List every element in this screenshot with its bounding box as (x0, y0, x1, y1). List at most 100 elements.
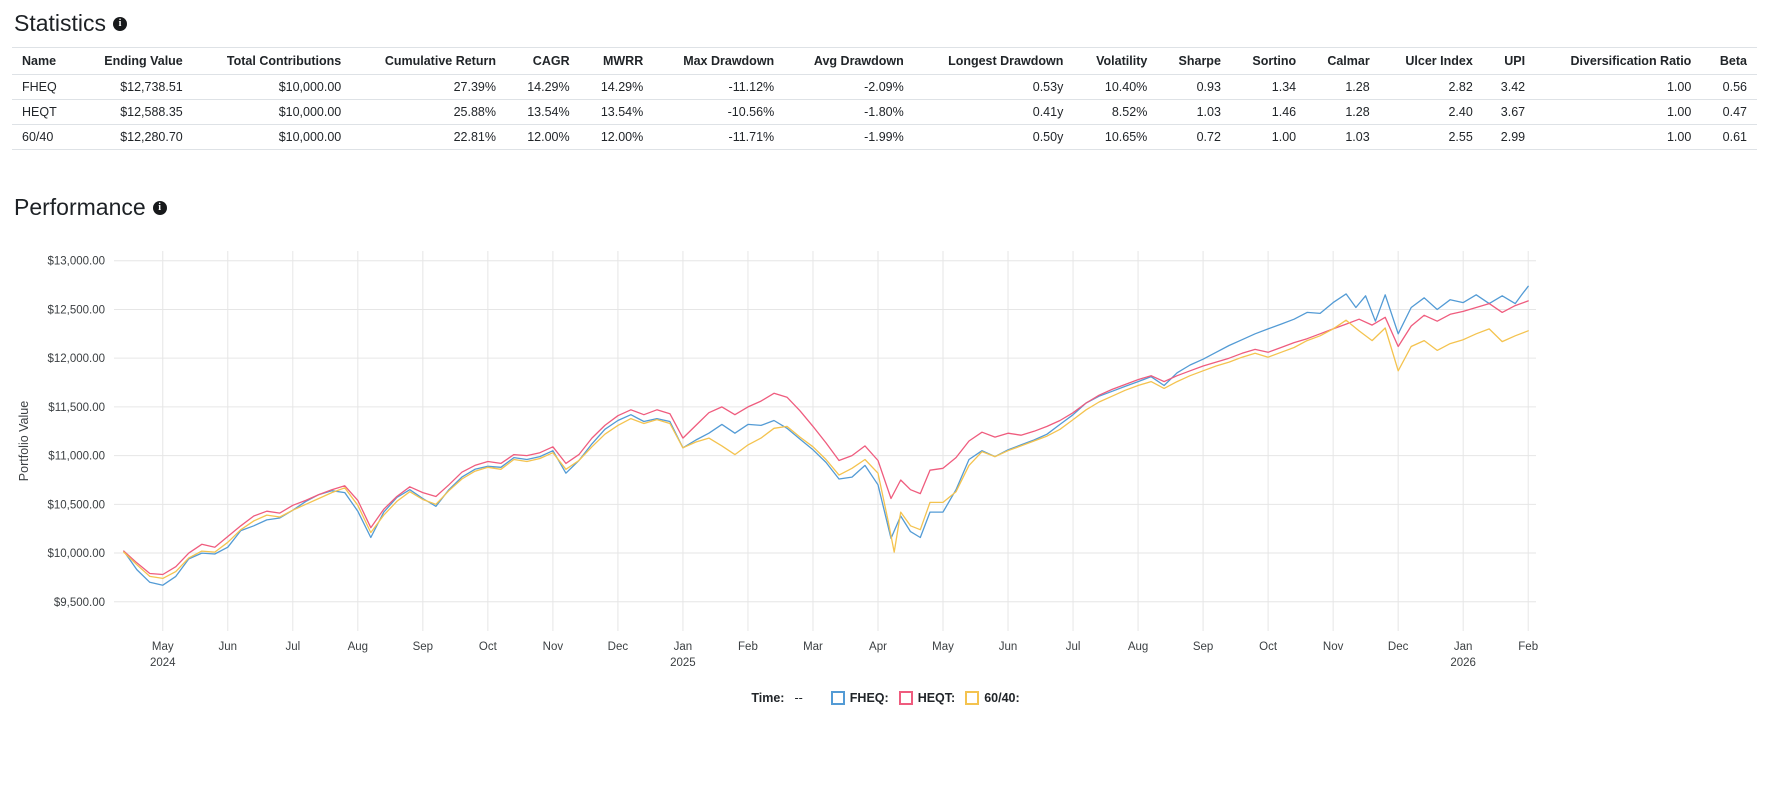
chart-legend: Time: -- FHEQ: HEQT: 60/40: (14, 691, 1757, 705)
x-tick-label: Jun (999, 641, 1018, 653)
stat-value-cell: $12,280.70 (76, 124, 193, 150)
statistics-info-icon[interactable]: i (113, 16, 128, 31)
portfolio-name-cell: HEQT (12, 99, 77, 125)
stat-value-cell: 1.03 (1157, 99, 1231, 125)
stat-value-cell: 22.81% (351, 124, 506, 150)
stat-value-cell: 2.82 (1379, 74, 1483, 100)
legend-swatch[interactable] (898, 691, 913, 705)
stat-value-cell: 0.47 (1701, 99, 1757, 125)
stat-value-cell: 0.50y (913, 124, 1074, 150)
stat-value-cell: 13.54% (505, 99, 580, 125)
statistics-title: Statistics i (14, 10, 1757, 37)
legend-item-fheq[interactable]: FHEQ: (830, 691, 889, 705)
stat-value-cell: 27.39% (351, 74, 506, 100)
performance-title-text: Performance (14, 194, 146, 220)
column-header: Ulcer Index (1379, 47, 1483, 75)
y-tick-label: $12,500.00 (47, 304, 105, 316)
statistics-section: Statistics i Name Ending Value Total Contr… (12, 6, 1757, 150)
statistics-header-row: Name Ending Value Total Contributions Cumul… (12, 47, 1757, 75)
stat-value-cell: 1.00 (1535, 99, 1702, 125)
x-tick-label: May (932, 641, 954, 653)
x-tick-label: Feb (1518, 641, 1538, 653)
stat-value-cell: 14.29% (579, 74, 654, 100)
statistics-table-body: FHEQ $12,738.51 $10,000.00 27.39% 14.29% 14.2… (12, 74, 1757, 150)
portfolio-name-cell: FHEQ (12, 74, 77, 100)
x-tick-label: Mar (803, 641, 823, 653)
performance-info-icon[interactable]: i (152, 200, 167, 215)
stat-value-cell: 0.93 (1157, 74, 1231, 100)
column-header: Total Contributions (192, 47, 352, 75)
stat-value-cell: 1.28 (1306, 99, 1380, 125)
legend-label: FHEQ: (849, 691, 889, 705)
y-tick-label: $10,000.00 (47, 548, 105, 560)
page: Statistics i Name Ending Value Total Contr… (12, 6, 1757, 705)
x-tick-label: Apr (869, 641, 887, 653)
x-tick-year-label: 2026 (1450, 657, 1476, 669)
stat-value-cell: 1.00 (1535, 124, 1702, 150)
stat-value-cell: 1.28 (1306, 74, 1380, 100)
y-tick-label: $10,500.00 (47, 499, 105, 511)
stat-value-cell: 1.34 (1230, 74, 1307, 100)
x-tick-label: Jan (674, 641, 693, 653)
stat-value-cell: 2.55 (1379, 124, 1483, 150)
stat-value-cell: 0.41y (913, 99, 1074, 125)
column-header: Diversification Ratio (1535, 47, 1702, 75)
legend-item-60-40[interactable]: 60/40: (965, 691, 1020, 705)
stat-value-cell: 10.65% (1073, 124, 1158, 150)
performance-title: Performance i (14, 194, 1757, 221)
x-tick-year-label: 2024 (150, 657, 176, 669)
column-header: MWRR (579, 47, 654, 75)
column-header: UPI (1482, 47, 1536, 75)
stat-value-cell: 2.99 (1482, 124, 1536, 150)
x-tick-label: Jun (219, 641, 238, 653)
x-tick-label: Aug (348, 641, 368, 653)
stat-value-cell: -1.80% (784, 99, 914, 125)
stat-value-cell: $12,738.51 (76, 74, 193, 100)
stat-value-cell: 13.54% (579, 99, 654, 125)
performance-chart-block: $9,500.00 $10,000.00 $10,500.00 $11,000.00 $… (14, 239, 1757, 705)
stat-value-cell: $10,000.00 (192, 124, 352, 150)
x-tick-label: Nov (1323, 641, 1344, 653)
x-tick-label: Sep (1193, 641, 1213, 653)
stat-value-cell: $10,000.00 (192, 74, 352, 100)
table-row: 60/40 $12,280.70 $10,000.00 22.81% 12.00% 12.… (12, 124, 1757, 150)
column-header: Ending Value (76, 47, 193, 75)
column-header: Max Drawdown (653, 47, 785, 75)
x-tick-year-label: 2025 (670, 657, 696, 669)
legend-label: HEQT: (917, 691, 956, 705)
legend-swatch[interactable] (830, 691, 845, 705)
stat-value-cell: -11.71% (653, 124, 785, 150)
x-tick-label: Nov (543, 641, 564, 653)
stat-value-cell: 0.53y (913, 74, 1074, 100)
column-header: Beta (1701, 47, 1757, 75)
table-row: FHEQ $12,738.51 $10,000.00 27.39% 14.29% 14.2… (12, 74, 1757, 100)
stat-value-cell: 14.29% (505, 74, 580, 100)
legend-items: FHEQ: HEQT: 60/40: (821, 691, 1020, 705)
stat-value-cell: 25.88% (351, 99, 506, 125)
x-tick-label: Oct (479, 641, 498, 653)
stat-value-cell: 12.00% (579, 124, 654, 150)
legend-label: 60/40: (984, 691, 1020, 705)
column-header: Calmar (1306, 47, 1380, 75)
legend-item-heqt[interactable]: HEQT: (898, 691, 956, 705)
column-header: Sortino (1230, 47, 1307, 75)
x-tick-label: Jul (285, 641, 300, 653)
stat-value-cell: 1.00 (1535, 74, 1702, 100)
y-tick-label: $11,000.00 (48, 451, 105, 463)
x-tick-label: Feb (738, 641, 758, 653)
performance-chart: $9,500.00 $10,000.00 $10,500.00 $11,000.00 $… (17, 251, 1538, 669)
column-header: Name (12, 47, 77, 75)
series-line-HEQT (123, 300, 1529, 576)
stat-value-cell: 12.00% (505, 124, 580, 150)
x-tick-label: Jan (1454, 641, 1473, 653)
stat-value-cell: 1.00 (1230, 124, 1307, 150)
y-axis-title: Portfolio Value (17, 401, 31, 481)
stat-value-cell: 2.40 (1379, 99, 1483, 125)
stat-value-cell: $12,588.35 (76, 99, 193, 125)
legend-swatch[interactable] (965, 691, 980, 705)
x-tick-label: Sep (413, 641, 433, 653)
x-tick-label: Aug (1128, 641, 1148, 653)
x-tick-label: May (152, 641, 174, 653)
x-tick-label: Oct (1259, 641, 1278, 653)
stat-value-cell: -11.12% (653, 74, 785, 100)
